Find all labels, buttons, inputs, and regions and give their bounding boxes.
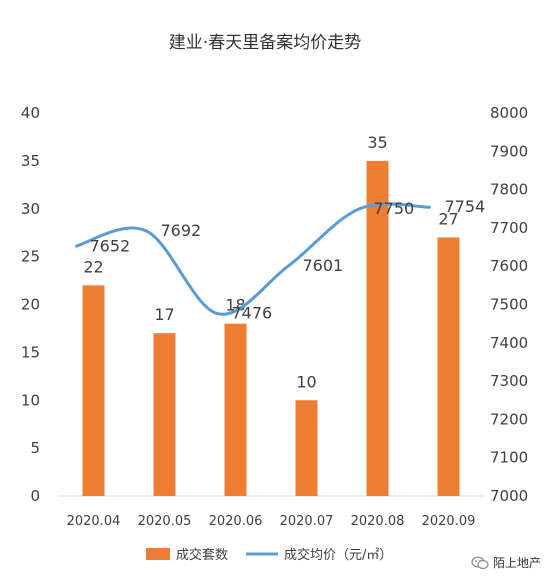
y-right-tick-label: 7300: [490, 372, 528, 390]
y-right-tick-label: 7400: [490, 334, 528, 352]
bar: [82, 285, 105, 496]
y-left-tick-label: 25: [21, 248, 40, 266]
y-right-tick-label: 7900: [490, 142, 528, 160]
y-right-tick-label: 7600: [490, 257, 528, 275]
y-right-tick-label: 7700: [490, 219, 528, 237]
line-data-label: 7476: [232, 304, 273, 323]
x-tick-label: 2020.09: [422, 514, 476, 529]
x-tick-label: 2020.07: [280, 514, 334, 529]
legend-label-bar: 成交套数: [176, 547, 228, 563]
line-point: [146, 230, 147, 232]
bar: [366, 160, 389, 496]
line-data-label: 7601: [303, 256, 344, 275]
bar: [295, 400, 318, 496]
x-tick-label: 2020.06: [209, 514, 263, 529]
line-point: [75, 245, 76, 247]
y-left-tick-label: 30: [21, 200, 40, 218]
wechat-icon: [471, 556, 489, 569]
x-tick-label: 2020.08: [351, 514, 405, 529]
y-left-tick-label: 35: [21, 152, 40, 170]
watermark: 陌上地产: [471, 554, 541, 571]
y-left-tick-label: 0: [30, 487, 40, 505]
y-right-tick-label: 7000: [490, 487, 528, 505]
y-left-tick-label: 40: [21, 104, 40, 122]
line-point: [359, 208, 360, 210]
line-point: [288, 265, 289, 267]
y-right-tick-label: 8000: [490, 104, 528, 122]
watermark-text: 陌上地产: [492, 556, 541, 570]
y-left-tick-label: 20: [21, 296, 40, 314]
bar-data-label: 27: [438, 209, 458, 228]
x-tick-label: 2020.05: [138, 514, 192, 529]
line-data-label: 7754: [445, 197, 486, 216]
line-point: [430, 206, 431, 208]
line-data-label: 7750: [374, 199, 415, 218]
y-right-tick-label: 7200: [490, 410, 528, 428]
y-right-tick-label: 7500: [490, 296, 528, 314]
y-right-tick-label: 7100: [490, 449, 528, 467]
y-left-tick-label: 15: [21, 343, 40, 361]
y-left-tick-label: 5: [30, 439, 40, 457]
bar: [153, 333, 176, 496]
legend-swatch-bar: [146, 548, 170, 560]
bar-data-label: 18: [225, 296, 245, 315]
line-point: [217, 313, 218, 315]
bar-data-label: 10: [296, 372, 316, 391]
bar: [224, 323, 247, 496]
chart-title: 建业·春天里备案均价走势: [169, 33, 361, 53]
y-right-tick-label: 7800: [490, 181, 528, 199]
line-data-label: 7692: [161, 221, 202, 240]
bar-data-label: 35: [367, 133, 387, 152]
y-left-tick-label: 10: [21, 391, 40, 409]
bar-data-label: 22: [83, 257, 103, 276]
legend-label-line: 成交均价（元/㎡）: [284, 547, 392, 563]
x-tick-label: 2020.04: [67, 514, 121, 529]
bar: [437, 237, 460, 496]
bar-data-label: 17: [154, 305, 174, 324]
line-data-label: 7652: [90, 236, 131, 255]
